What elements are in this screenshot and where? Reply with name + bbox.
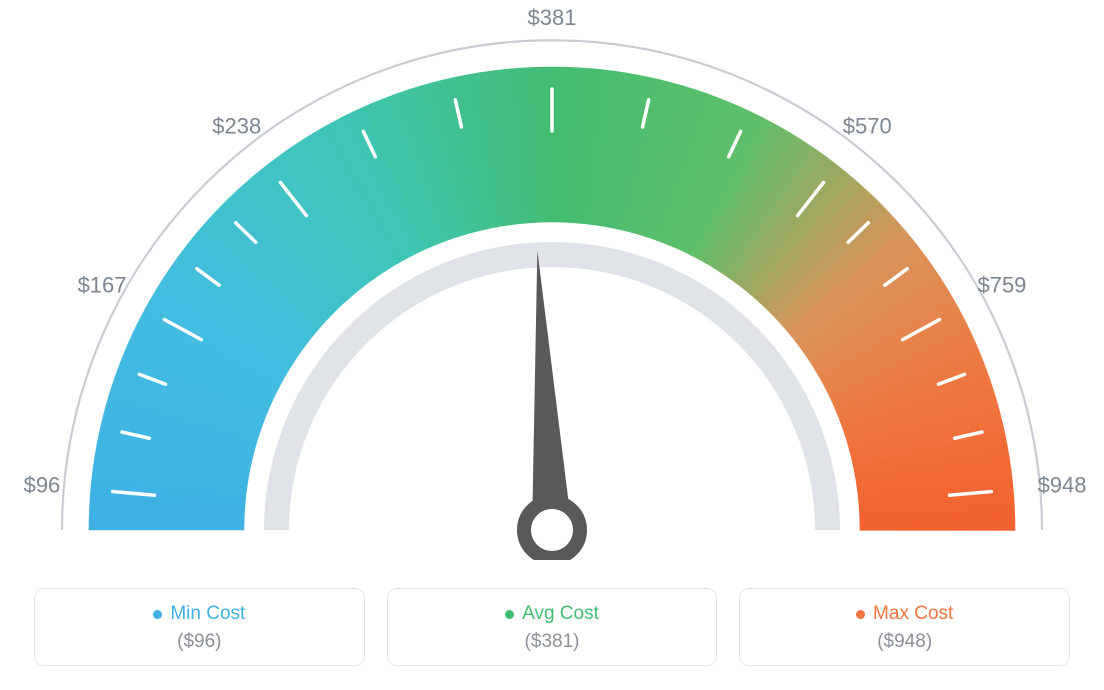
gauge-svg: $96 $167 $238 $381 $570 $759 $948 bbox=[0, 0, 1104, 560]
legend-dot-max bbox=[856, 610, 865, 619]
gauge-tick-label: $381 bbox=[528, 5, 577, 30]
gauge-tick-label: $570 bbox=[843, 114, 892, 139]
legend-title-max: Max Cost bbox=[856, 603, 953, 625]
legend-dot-min bbox=[153, 610, 162, 619]
legend-value-avg: ($381) bbox=[398, 631, 707, 653]
legend-title-min: Min Cost bbox=[153, 603, 245, 625]
legend-label-avg: Avg Cost bbox=[522, 603, 599, 625]
legend-label-max: Max Cost bbox=[873, 603, 953, 625]
gauge-tick-label: $759 bbox=[977, 273, 1026, 298]
gauge-tick-label: $948 bbox=[1038, 472, 1087, 497]
legend-card-avg: Avg Cost ($381) bbox=[387, 588, 718, 666]
gauge-tick-label: $167 bbox=[78, 273, 127, 298]
cost-gauge: $96 $167 $238 $381 $570 $759 $948 bbox=[0, 0, 1104, 560]
gauge-tick-label: $96 bbox=[24, 472, 61, 497]
gauge-needle-hub bbox=[524, 502, 580, 558]
gauge-tick-label: $238 bbox=[212, 114, 261, 139]
legend-dot-avg bbox=[505, 610, 514, 619]
legend-row: Min Cost ($96) Avg Cost ($381) Max Cost … bbox=[34, 588, 1070, 666]
legend-card-min: Min Cost ($96) bbox=[34, 588, 365, 666]
legend-value-min: ($96) bbox=[45, 631, 354, 653]
legend-value-max: ($948) bbox=[750, 631, 1059, 653]
legend-title-avg: Avg Cost bbox=[505, 603, 599, 625]
legend-label-min: Min Cost bbox=[170, 603, 245, 625]
gauge-needle bbox=[532, 250, 572, 531]
legend-card-max: Max Cost ($948) bbox=[739, 588, 1070, 666]
